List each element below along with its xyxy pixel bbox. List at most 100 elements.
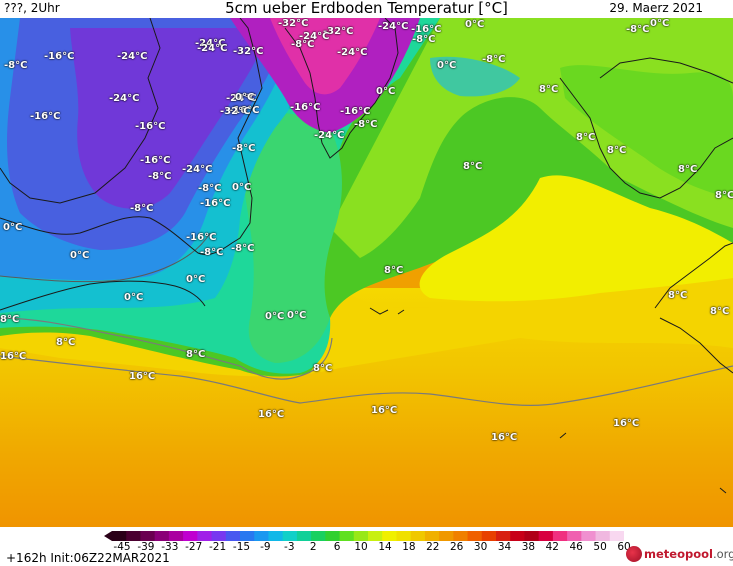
color-bar-segment: [353, 531, 369, 541]
isotherm-label: -24°C: [195, 38, 226, 49]
color-bar-segment: [368, 531, 383, 541]
logo-tld: .org: [712, 547, 733, 561]
isotherm-label: -8°C: [4, 60, 28, 71]
isotherm-label: 16°C: [0, 351, 27, 362]
isotherm-label: -16°C: [186, 232, 217, 243]
scandinavia-zone: [560, 65, 733, 198]
color-bar-segment: [396, 531, 412, 541]
color-scale-tick: -33: [161, 541, 179, 553]
color-scale-tick: 14: [378, 541, 392, 553]
isotherm-label: -24°C: [337, 47, 368, 58]
isotherm-label: 8°C: [539, 84, 559, 95]
color-scale-tick: 42: [545, 541, 559, 553]
isotherm-label: -8°C: [412, 34, 436, 45]
isotherm-8: [0, 317, 333, 380]
isotherm-label: 16°C: [613, 418, 640, 429]
color-bar-segment: [382, 531, 398, 541]
isotherm-label: 8°C: [576, 132, 596, 143]
isotherm-label: 0°C: [186, 274, 206, 285]
header-bar: ???, 2Uhr 5cm ueber Erdboden Temperatur …: [0, 0, 733, 18]
isotherm-label: -8°C: [148, 171, 172, 182]
isotherm-label: 8°C: [56, 337, 76, 348]
color-bar-segment: [254, 531, 270, 541]
isotherm-label: -16°C: [30, 111, 61, 122]
color-bar-segment: [112, 531, 127, 541]
color-scale-tick: 38: [521, 541, 536, 553]
color-scale-tick: 34: [497, 541, 512, 553]
isotherm-label: -8°C: [291, 39, 315, 50]
ice-patch: [430, 56, 520, 97]
isotherm-label: -32°C: [220, 106, 251, 117]
color-bar-segment: [183, 531, 198, 541]
isotherm-label: -24°C: [299, 31, 330, 42]
color-bar-segment: [168, 531, 184, 541]
map-title: 5cm ueber Erdboden Temperatur [°C]: [225, 0, 508, 17]
isotherm-label: 8°C: [678, 164, 698, 175]
color-bar-segment: [424, 531, 440, 541]
isotherm-label: 8°C: [313, 363, 333, 374]
isotherm-label: 8°C: [668, 290, 688, 301]
pink-core: [270, 18, 380, 95]
isotherm-label: 0°C: [235, 92, 255, 103]
isotherm-label: -8°C: [130, 203, 154, 214]
isotherm-label: -8°C: [198, 183, 222, 194]
color-bar-segment: [410, 531, 426, 541]
isotherm-label: -24°C: [197, 43, 228, 54]
color-scale-bar: [104, 531, 624, 541]
isotherm-label: 8°C: [715, 190, 733, 201]
color-scale-tick: 18: [402, 541, 416, 553]
footer-bar: -45 -39 -33 -27 -21 -15 -9 -3 2 6 10 14 18 22 26 30 34 38…: [0, 527, 733, 566]
color-bar-segment: [296, 531, 312, 541]
isotherm-label: -32°C: [278, 18, 309, 29]
open-water-zone: [238, 112, 342, 363]
logo-name: meteopool: [644, 547, 713, 561]
color-bar-segment: [581, 531, 597, 541]
color-scale-tick: -39: [137, 541, 155, 553]
isotherm-label: -16°C: [140, 155, 171, 166]
color-bar-segment: [439, 531, 454, 541]
color-scale-tick: 10: [354, 541, 368, 553]
isotherm-label: -16°C: [340, 106, 371, 117]
color-scale-tick: -27: [185, 541, 203, 553]
isotherm-label: 0°C: [437, 60, 457, 71]
run-info: +162h Init:06Z22MAR2021: [6, 551, 170, 565]
isotherm-label: -24°C: [378, 21, 409, 32]
bright-yellow-zone: [419, 175, 733, 302]
isotherm-label: -32°C: [323, 26, 354, 37]
isotherm-label: -16°C: [135, 121, 166, 132]
color-scale-tick: 50: [593, 541, 607, 553]
meteopool-logo[interactable]: meteopool.org: [626, 545, 733, 565]
color-bar-segment: [140, 531, 156, 541]
color-bar-segment: [609, 531, 624, 541]
isotherm-label: 0°C: [124, 292, 144, 303]
isotherm-label: 0°C: [3, 222, 23, 233]
coastline-canada: [0, 18, 263, 256]
isotherm-label: 16°C: [491, 432, 518, 443]
color-bar-segment: [211, 531, 227, 541]
isotherm-label: -32°C: [233, 46, 264, 57]
coastline-labrador: [0, 280, 206, 311]
isotherm-label: -16°C: [290, 102, 321, 113]
color-scale-tick: 6: [333, 541, 341, 553]
coastline-islands: [369, 307, 727, 494]
color-bar-segment: [268, 531, 284, 541]
isotherm-label: -24°C: [226, 93, 257, 104]
coastline-europe: [654, 242, 733, 374]
color-scale-tick: 46: [569, 541, 583, 553]
temperature-field: [0, 18, 733, 527]
isotherm-label: 0°C: [232, 182, 252, 193]
isotherm-label: 0°C: [376, 86, 396, 97]
isotherm-label: 16°C: [129, 371, 156, 382]
isotherm-label: 0°C: [650, 18, 670, 29]
color-bar-segment: [496, 531, 511, 541]
temperature-map: -8°C -16°C -24°C -24°C -32°C -32°C -32°C -24°C -…: [0, 18, 733, 527]
color-scale-tick: -45: [113, 541, 131, 553]
color-bar-segment: [311, 531, 326, 541]
isotherm-label: -24°C: [314, 130, 345, 141]
isotherm-label: -8°C: [232, 143, 256, 154]
color-bar-segment: [240, 531, 255, 541]
isotherm-label: -16°C: [229, 105, 260, 116]
isotherm-label: -8°C: [626, 24, 650, 35]
isotherm-label: 8°C: [463, 161, 483, 172]
color-bar-segment: [510, 531, 526, 541]
